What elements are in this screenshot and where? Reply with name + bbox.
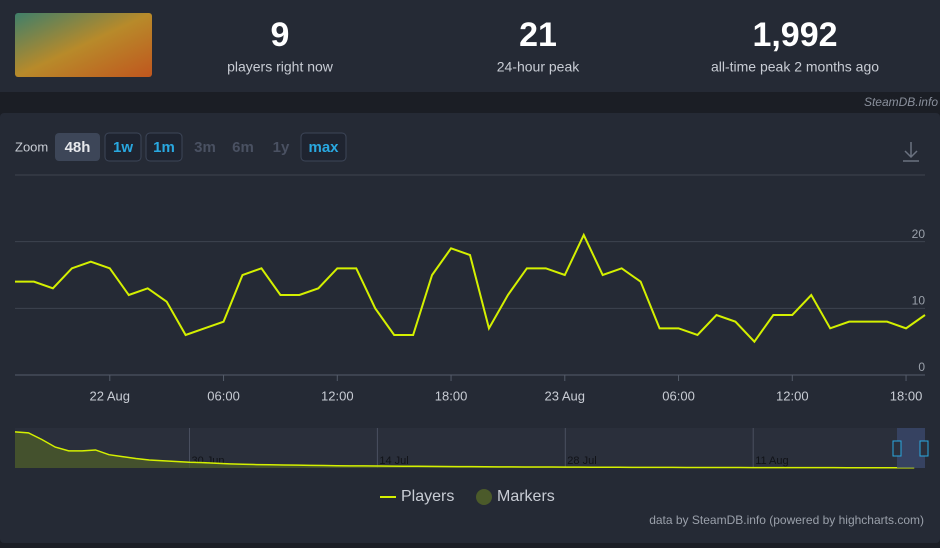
zoom-button-text: 6m	[232, 139, 254, 156]
navigator-label: 28 Jul	[567, 455, 596, 467]
header-panel	[0, 0, 940, 92]
zoom-button-bg	[145, 132, 183, 162]
watermark: SteamDB.info	[864, 95, 938, 109]
plot: 0 10 20 22 Aug 06:00 12:00 18:00 23 Aug 06:00 12:…	[15, 227, 926, 403]
zoom-buttons: 48h 1w 1m 3m 6m 1y max	[55, 132, 347, 162]
download-icon[interactable]	[903, 142, 919, 162]
navigator-area	[15, 431, 915, 468]
zoom-button[interactable]: max	[300, 132, 347, 162]
zoom-button: 1y	[273, 139, 290, 156]
zoom-button-text: 1y	[273, 139, 290, 156]
stat-label: all-time peak 2 months ago	[711, 59, 879, 75]
zoom-button-bg	[300, 132, 347, 162]
y-tick-label: 0	[918, 360, 925, 374]
game-thumbnail	[15, 13, 152, 77]
zoom-button-bg	[104, 132, 142, 162]
credit: data by SteamDB.info (powered by highcha…	[649, 513, 924, 527]
chart-panel	[0, 113, 940, 543]
zoom-button: 3m	[194, 139, 216, 156]
x-tick-label: 12:00	[776, 388, 809, 403]
stat-label: 24-hour peak	[497, 59, 581, 75]
navigator-series: 30 Jun 14 Jul 28 Jul 11 Aug	[14, 428, 915, 469]
zoom-button[interactable]: 1w	[104, 132, 142, 162]
navigator-handle[interactable]	[892, 440, 902, 457]
stats: 9 players right now 21 24-hour peak 1,992 all…	[227, 16, 879, 75]
y-tick-label: 20	[912, 227, 926, 241]
x-tick-label: 12:00	[321, 388, 354, 403]
y-tick-label: 10	[912, 294, 926, 308]
x-tick-label: 18:00	[435, 388, 468, 403]
x-tick-label: 23 Aug	[545, 388, 586, 403]
x-tick-label: 06:00	[207, 388, 240, 403]
players-line	[15, 232, 926, 344]
stat-value: 21	[519, 16, 557, 54]
x-tick-label: 22 Aug	[90, 388, 131, 403]
zoom-button: 6m	[232, 139, 254, 156]
navigator-handle[interactable]	[919, 440, 929, 457]
zoom-button-text: 1w	[113, 139, 133, 156]
stat-label: players right now	[227, 59, 334, 75]
zoom-button-text: max	[308, 139, 339, 156]
navigator-label: 11 Aug	[755, 455, 788, 467]
zoom-button-text: 3m	[194, 139, 216, 156]
x-tick-label: 18:00	[890, 388, 923, 403]
legend-text[interactable]: Players	[401, 488, 454, 505]
navigator-line	[14, 431, 915, 469]
zoom-button-bg	[55, 133, 100, 161]
zoom-button[interactable]: 1m	[145, 132, 183, 162]
stat-value: 1,992	[752, 16, 837, 54]
zoom-button[interactable]: 48h	[55, 133, 100, 161]
zoom-label: Zoom	[15, 139, 48, 154]
navigator-label: 14 Jul	[379, 455, 408, 467]
zoom-button-text: 1m	[153, 139, 175, 156]
legend-text[interactable]: Markers	[497, 488, 555, 505]
legend-marker	[476, 489, 492, 505]
legend: Players Markers	[380, 488, 555, 505]
zoom-button-text: 48h	[65, 139, 91, 156]
stat-value: 9	[271, 16, 290, 54]
x-tick-label: 06:00	[662, 388, 695, 403]
